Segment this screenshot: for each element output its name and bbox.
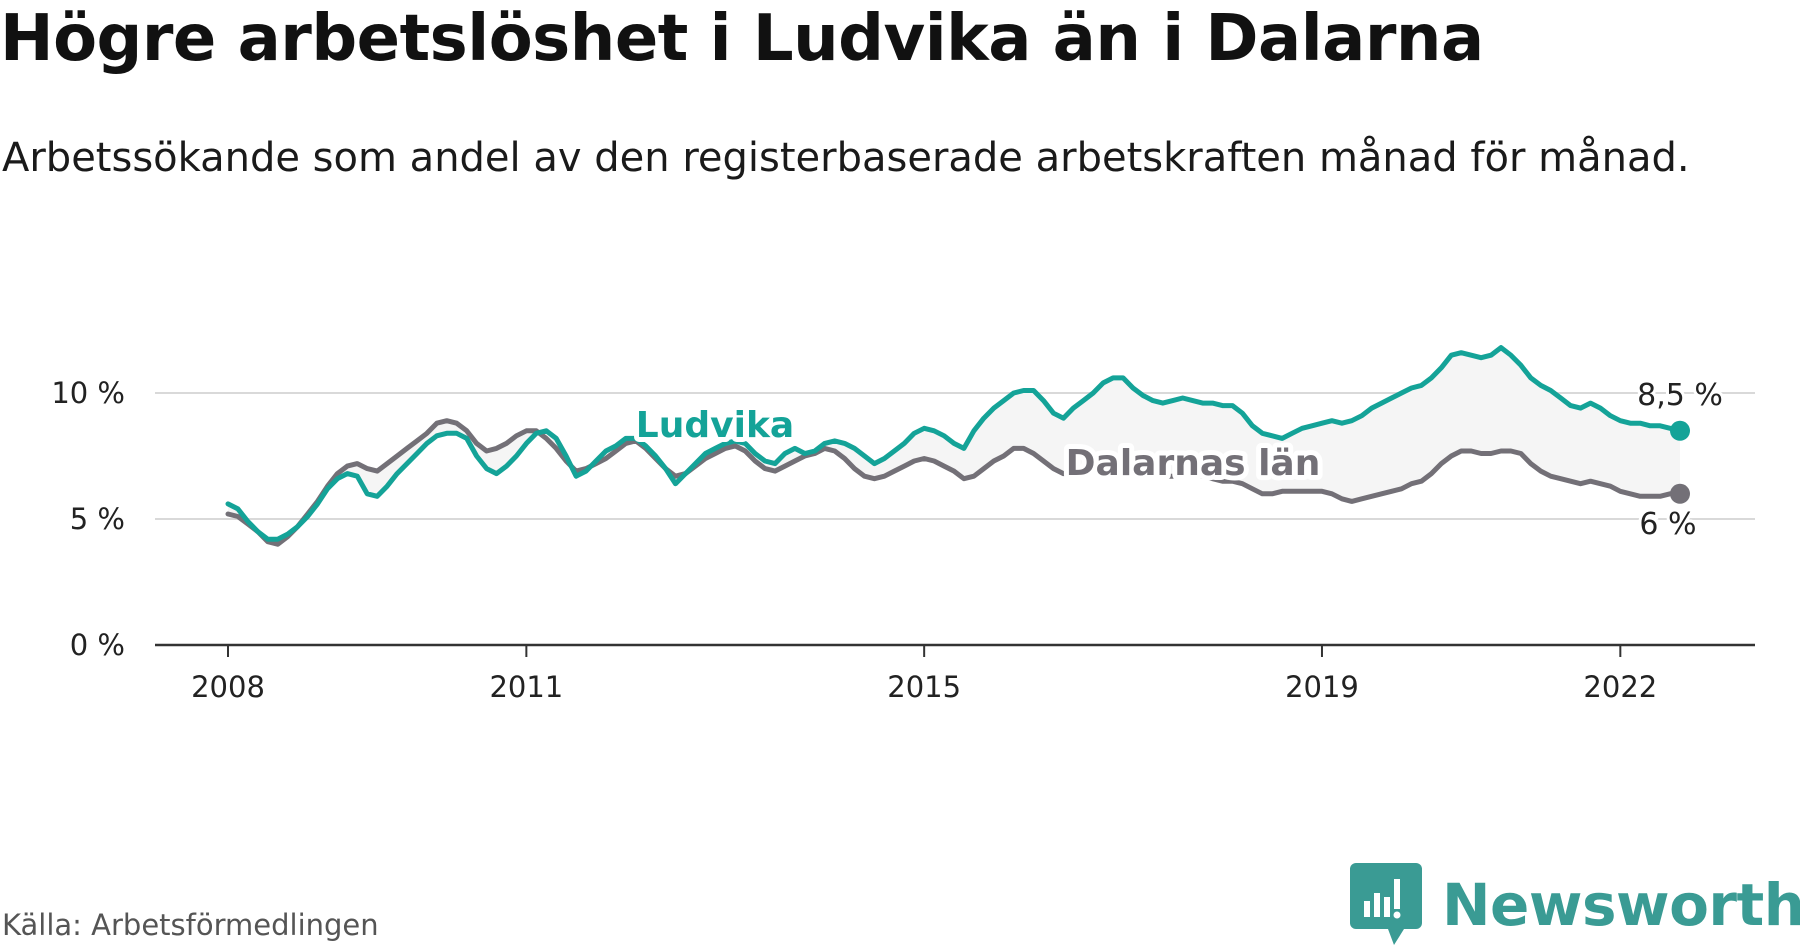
x-tick-label: 2015 [887,670,961,704]
series-line-ludvika [225,345,1683,542]
newsworthy-logo-icon [1350,863,1422,947]
axes: 0 % 5 % 10 % 2008 2011 2015 2019 2022 [51,376,1755,704]
series-labels: Ludvika Dalarnas län 8,5 % 6 % [631,375,1726,545]
x-tick-label: 2011 [489,670,563,704]
chart-subtitle: Arbetssökande som andel av den registerb… [2,135,1690,181]
newsworthy-logo[interactable]: Newsworthy [1350,860,1800,950]
series-lines [225,345,1690,547]
x-tick-label: 2022 [1583,670,1657,704]
x-tick-label: 2008 [191,670,265,704]
end-label-dalarna: 6 % [1639,507,1696,542]
series-line-dalarna [225,418,1683,547]
series-label-dalarna: Dalarnas län [1066,443,1321,484]
source-note: Källa: Arbetsförmedlingen [2,908,379,942]
line-chart: Ludvika Dalarnas län 8,5 % 6 % 0 % 5 % 10 % 20… [51,345,1755,704]
end-point-ludvika [1670,420,1690,441]
y-tick-label: 0 % [70,628,125,662]
y-tick-label: 5 % [70,502,125,536]
chart-title: Högre arbetslöshet i Ludvika än i Dalarn… [0,2,1484,76]
end-point-dalarna [1670,483,1690,504]
brand-name: Newsworthy [1442,871,1800,939]
series-label-ludvika: Ludvika [636,405,794,446]
y-tick-label: 10 % [51,376,125,410]
x-tick-label: 2019 [1285,670,1359,704]
end-label-ludvika: 8,5 % [1637,378,1723,413]
